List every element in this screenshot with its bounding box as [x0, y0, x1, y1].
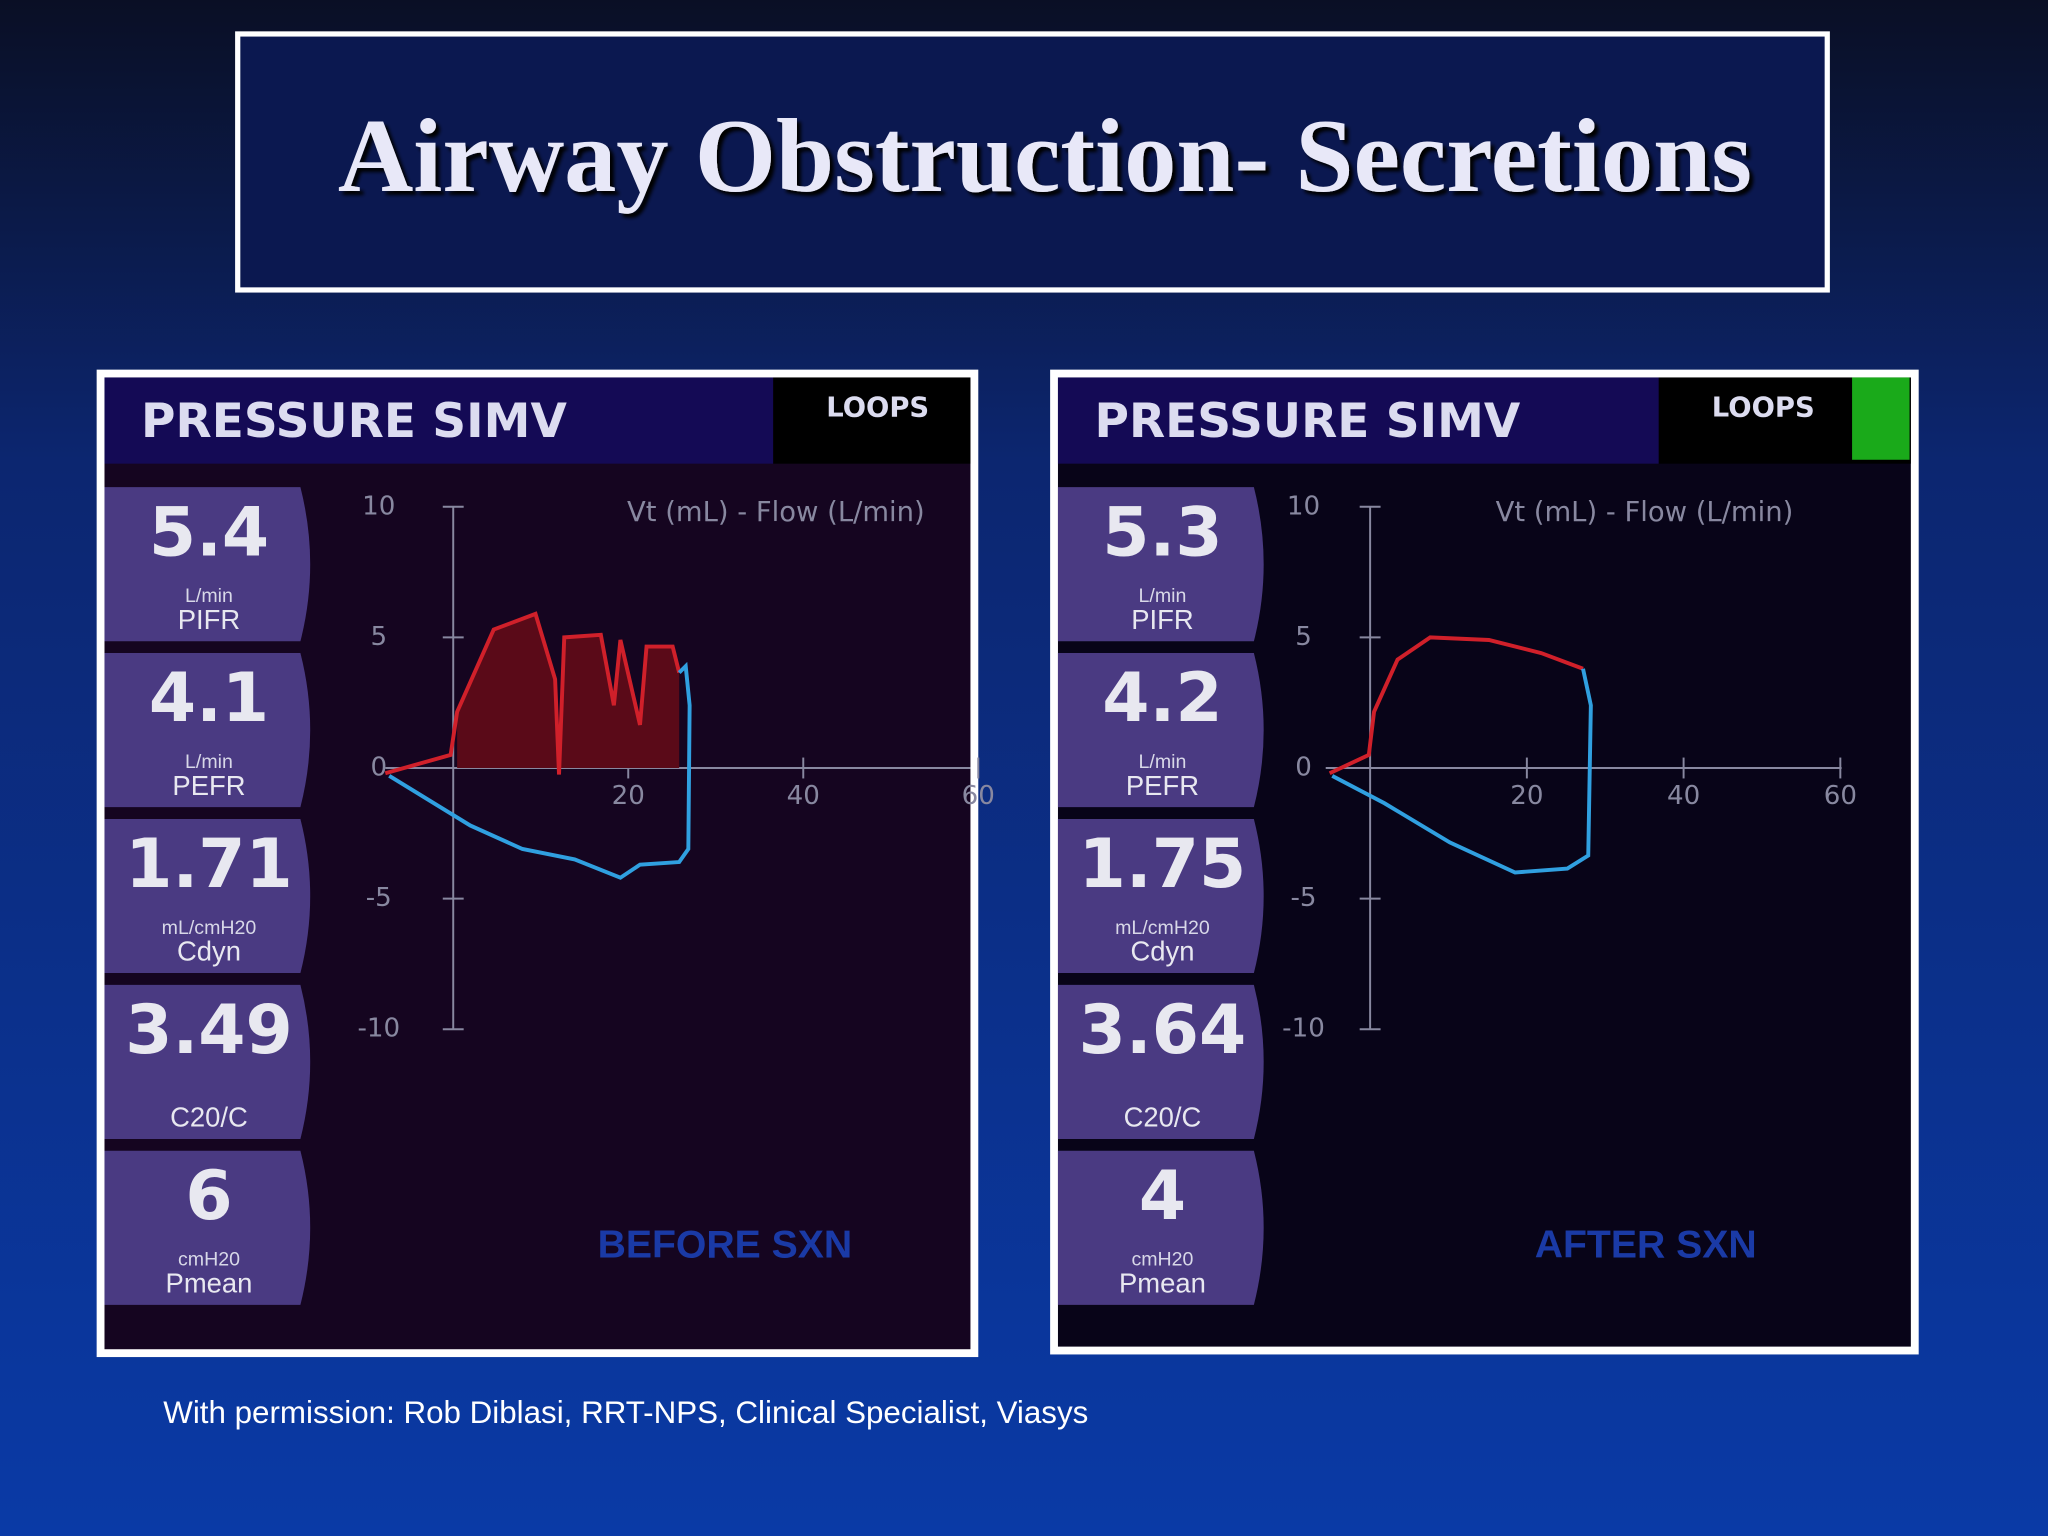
panel: PRESSURE SIMV LOOPS5.4L/minPIFR4.1L/minPE… — [96, 369, 995, 1358]
x-tick-label: 40 — [787, 781, 820, 811]
metric-label: PIFR — [1131, 604, 1193, 635]
credit: With permission: Rob Diblasi, RRT-NPS, C… — [163, 1395, 1088, 1430]
x-tick-label: 60 — [1824, 781, 1857, 811]
metric-tab — [104, 818, 311, 974]
metric-label: PIFR — [178, 604, 240, 635]
metric-tab — [104, 487, 311, 642]
metric-label: PEFR — [1126, 770, 1199, 801]
y-tick-label: 10 — [362, 491, 395, 521]
header-bar — [1057, 377, 1659, 464]
metric-value: 5.4 — [149, 493, 269, 572]
caption: BEFORE SXN — [598, 1224, 853, 1267]
panel: PRESSURE SIMV LOOPS5.3L/minPIFR4.2L/minPE… — [1050, 369, 1919, 1355]
status-indicator — [1852, 377, 1910, 460]
metric-label: Pmean — [1119, 1267, 1206, 1298]
metric-value: 4.2 — [1102, 659, 1222, 738]
metric-tab — [1057, 653, 1264, 808]
metric-label: Pmean — [166, 1267, 253, 1298]
metric-value: 4 — [1139, 1157, 1186, 1236]
inspiratory-loop — [1328, 635, 1584, 775]
metric-value: 3.49 — [125, 991, 293, 1070]
metric-tab — [104, 984, 311, 1139]
title: Airway Obstruction- Secretions — [338, 98, 1752, 214]
metric-value: 5.3 — [1102, 493, 1222, 572]
inspiratory-loop — [384, 611, 682, 776]
metric-unit: L/min — [185, 585, 233, 607]
metric-unit: mL/cmH20 — [162, 917, 257, 939]
metric-value: 4.1 — [149, 659, 269, 738]
y-tick-label: 0 — [1295, 753, 1312, 783]
y-tick-label: 5 — [370, 622, 387, 652]
plot-title: Vt (mL) - Flow (L/min) — [1496, 497, 1794, 528]
mode: PRESSURE SIMV — [141, 394, 567, 449]
metric-tab — [1057, 984, 1264, 1139]
caption: AFTER SXN — [1535, 1224, 1757, 1267]
metric-label: C20/C — [1124, 1102, 1202, 1133]
metric-unit: mL/cmH20 — [1115, 917, 1210, 939]
y-tick-label: -5 — [366, 883, 392, 913]
metric-unit: cmH20 — [178, 1249, 240, 1271]
y-tick-label: 0 — [370, 753, 387, 783]
metric-value: 1.71 — [125, 825, 293, 904]
view-box — [773, 377, 971, 464]
metric-tab — [1057, 818, 1264, 974]
y-tick-label: -10 — [1282, 1014, 1325, 1044]
y-tick-label: -5 — [1290, 883, 1316, 913]
metric-tab — [104, 653, 311, 808]
metric-label: Cdyn — [177, 936, 241, 967]
mode: PRESSURE SIMV — [1095, 394, 1521, 449]
loop-fill — [457, 613, 680, 771]
metric-unit: L/min — [185, 751, 233, 773]
expiratory-loop — [388, 661, 692, 880]
metric-tab — [1057, 487, 1264, 642]
view: LOOPS — [826, 392, 929, 423]
y-tick-label: 5 — [1295, 622, 1312, 652]
x-tick-label: 20 — [1510, 781, 1543, 811]
x-tick-label: 60 — [962, 781, 995, 811]
plot-title: Vt (mL) - Flow (L/min) — [627, 497, 925, 528]
expiratory-loop — [1331, 668, 1593, 875]
metric-unit: cmH20 — [1131, 1249, 1193, 1271]
title-box — [235, 31, 1830, 293]
metric-label: PEFR — [172, 770, 245, 801]
y-tick-label: -10 — [357, 1014, 400, 1044]
metric-tab — [104, 1150, 311, 1305]
metric-value: 3.64 — [1079, 991, 1247, 1070]
metric-unit: L/min — [1139, 585, 1187, 607]
y-tick-label: 10 — [1287, 491, 1320, 521]
metric-value: 1.75 — [1079, 825, 1247, 904]
metric-label: C20/C — [170, 1102, 248, 1133]
view: LOOPS — [1712, 392, 1815, 423]
metric-value: 6 — [185, 1157, 232, 1236]
header-bar — [104, 377, 774, 464]
metric-unit: L/min — [1139, 751, 1187, 773]
metric-label: Cdyn — [1130, 936, 1194, 967]
metric-tab — [1057, 1150, 1264, 1305]
x-tick-label: 20 — [612, 781, 645, 811]
x-tick-label: 40 — [1667, 781, 1700, 811]
